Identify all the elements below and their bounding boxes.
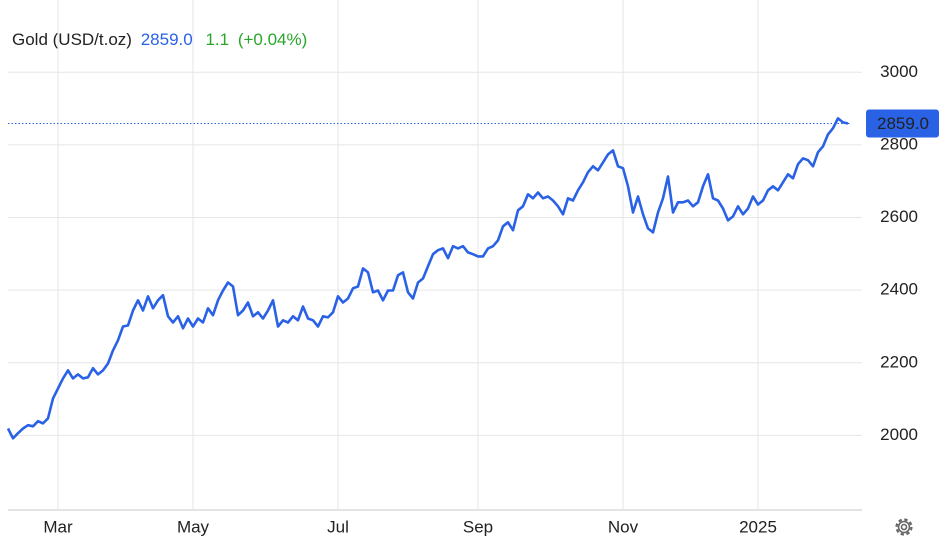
y-tick-label: 2600 xyxy=(880,207,918,226)
settings-icon[interactable] xyxy=(895,518,913,536)
x-tick-label: Sep xyxy=(463,517,493,536)
x-tick-label: May xyxy=(177,517,210,536)
price-line xyxy=(6,117,849,440)
y-tick-label: 3000 xyxy=(880,62,918,81)
x-tick-label: Nov xyxy=(608,517,639,536)
change: 1.1 xyxy=(205,30,229,49)
x-tick-label: 2025 xyxy=(739,517,777,536)
last-price-tag xyxy=(866,109,939,138)
y-tick-label: 2800 xyxy=(880,134,918,153)
change-percent: (+0.04%) xyxy=(238,30,307,49)
price: 2859.0 xyxy=(141,30,193,49)
x-tick-label: Jul xyxy=(327,517,349,536)
x-tick-label: Mar xyxy=(43,517,73,536)
chart-header: Gold (USD/t.oz) 2859.0 1.1 (+0.04%) xyxy=(12,30,307,49)
last-price-label: 2859.0 xyxy=(877,114,929,133)
instrument-name: Gold (USD/t.oz) xyxy=(12,30,132,49)
y-tick-label: 2200 xyxy=(880,352,918,371)
y-tick-label: 2000 xyxy=(880,425,918,444)
y-tick-label: 2400 xyxy=(880,280,918,299)
